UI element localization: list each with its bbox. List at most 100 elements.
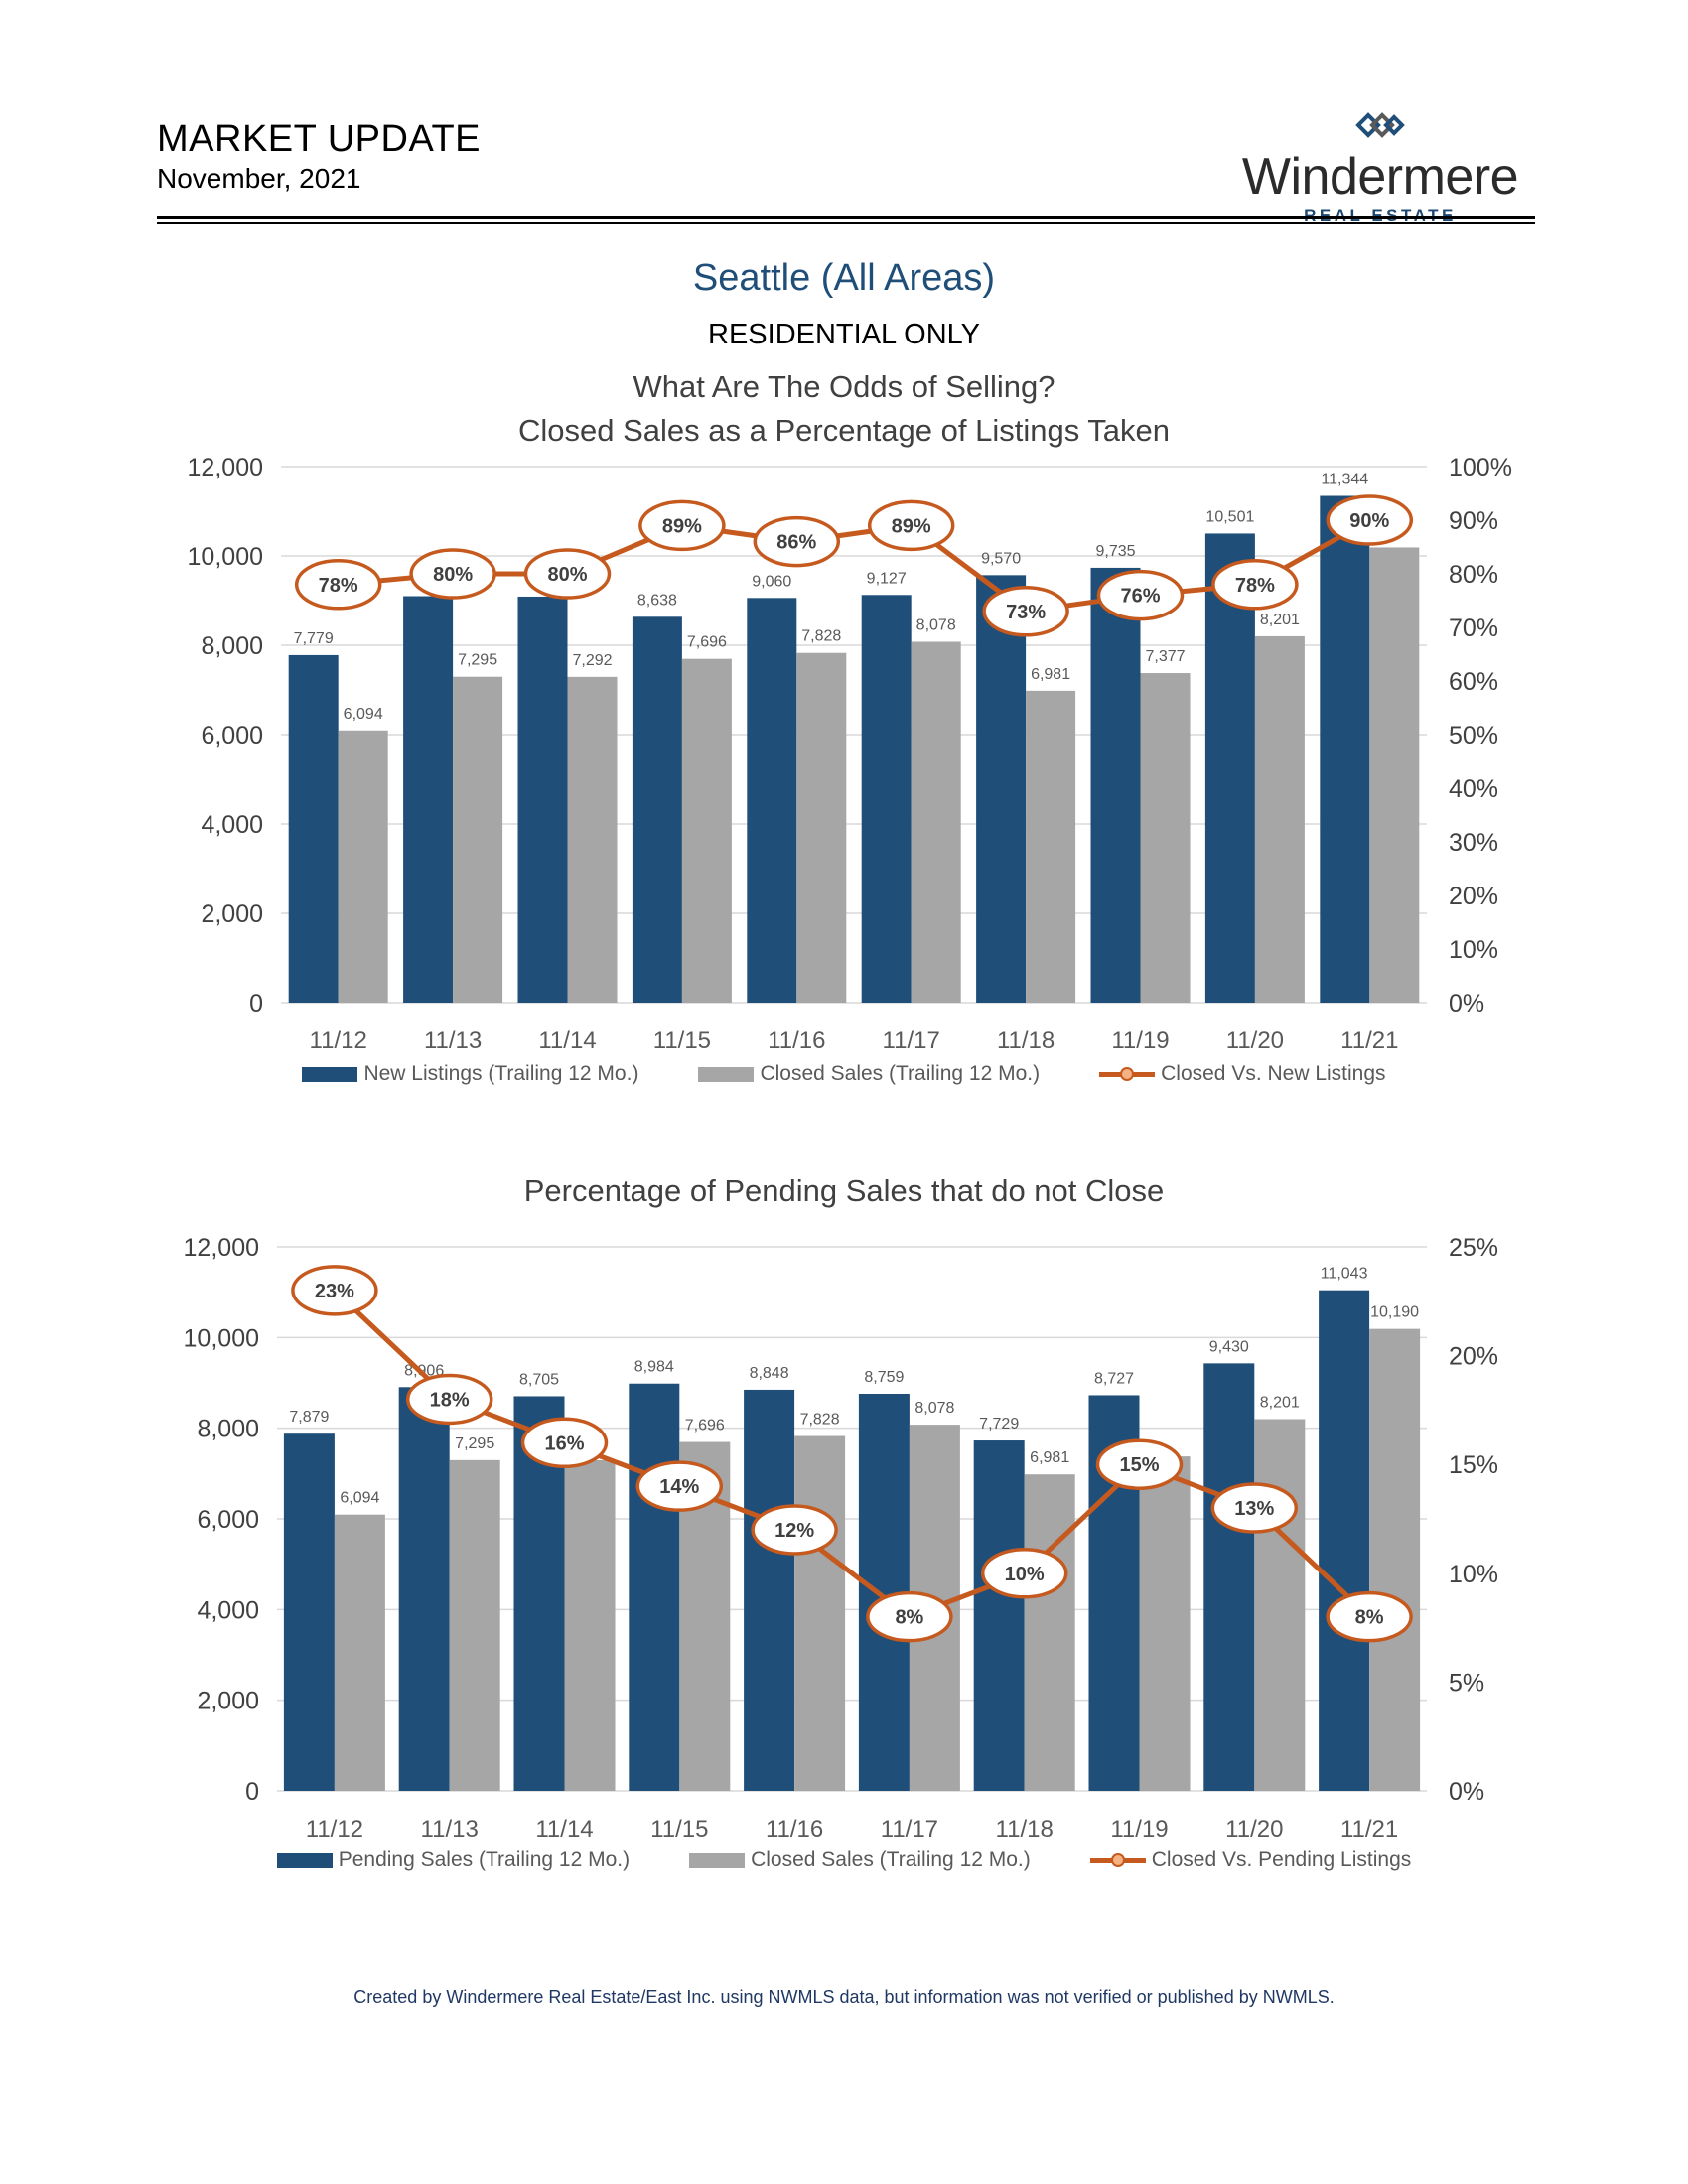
c2-ratio-marker: [291, 1265, 378, 1316]
legend-label: Closed Vs. Pending Listings: [1151, 1848, 1412, 1871]
c2-x-tick: 11/13: [421, 1816, 479, 1843]
c2-data-label: 8,201: [1260, 1394, 1300, 1411]
c2-ratio-marker: [1326, 1590, 1413, 1643]
c2-data-label: 8,727: [1094, 1370, 1134, 1387]
chart1-legend-ratio: Closed Vs. New Listings: [1099, 1062, 1386, 1086]
c1-ratio-marker: [294, 559, 382, 611]
c1-data-label: 7,377: [1145, 648, 1185, 665]
c1-data-label: 6,981: [1031, 666, 1070, 683]
chart2-legend-ratio: Closed Vs. Pending Listings: [1089, 1848, 1412, 1872]
chart1-legend: New Listings (Trailing 12 Mo.) Closed Sa…: [0, 1062, 1688, 1086]
c1-y-right-tick: 10%: [1449, 936, 1498, 964]
legend-label: New Listings (Trailing 12 Mo.): [363, 1062, 639, 1085]
c2-y-right-tick: 5%: [1449, 1669, 1484, 1697]
c2-y-right-tick: 0%: [1449, 1778, 1484, 1806]
c1-ratio-label: 90%: [1349, 510, 1389, 532]
c2-y-left-tick: 0: [245, 1778, 259, 1806]
c1-y-left-tick: 0: [249, 990, 263, 1018]
c1-data-label: 7,828: [801, 628, 841, 645]
c2-x-tick: 11/16: [766, 1816, 823, 1843]
c2-data-label: 8,759: [864, 1369, 904, 1386]
c1-y-right-tick: 40%: [1449, 775, 1498, 803]
chart1-title-line2: Closed Sales as a Percentage of Listings…: [518, 413, 1170, 448]
c1-ratio-marker: [1326, 494, 1414, 546]
c2-data-label: 8,705: [519, 1371, 559, 1388]
chart1-title-line1: What Are The Odds of Selling?: [633, 369, 1055, 404]
area-title: Seattle (All Areas): [692, 257, 996, 299]
c1-bar-closed: [1369, 547, 1420, 1003]
c2-ratio-label: 8%: [895, 1607, 923, 1629]
c2-y-right-tick: 25%: [1449, 1234, 1498, 1262]
c1-x-tick: 11/18: [997, 1027, 1055, 1054]
c2-ratio-label: 13%: [1234, 1498, 1274, 1520]
c2-x-tick: 11/19: [1110, 1816, 1168, 1843]
c1-ratio-marker: [1211, 559, 1299, 611]
c2-bar-pending: [283, 1433, 335, 1791]
c1-bar-closed: [1026, 690, 1076, 1003]
c1-ratio-label: 78%: [319, 575, 358, 597]
c1-y-right-tick: 60%: [1449, 668, 1498, 696]
c1-data-label: 11,344: [1321, 472, 1368, 488]
c2-y-right-tick: 15%: [1449, 1451, 1498, 1479]
c2-bar-pending: [744, 1389, 795, 1791]
c2-y-left-tick: 6,000: [197, 1506, 259, 1534]
c2-ratio-marker: [866, 1590, 953, 1643]
c2-ratio-label: 14%: [659, 1476, 699, 1498]
c1-data-label: 7,292: [572, 652, 612, 669]
c1-bar-new: [403, 596, 454, 1003]
c1-bar-closed: [911, 641, 961, 1003]
c1-data-label: 7,779: [294, 630, 334, 647]
legend-swatch: [698, 1066, 755, 1082]
c2-bar-closed: [1369, 1328, 1421, 1791]
c2-ratio-label: 16%: [544, 1433, 584, 1454]
report-date: November, 2021: [157, 163, 361, 194]
c1-y-left-tick: 6,000: [201, 722, 263, 750]
c2-data-label: 10,190: [1370, 1304, 1419, 1321]
legend-label: Closed Sales (Trailing 12 Mo.): [760, 1062, 1041, 1085]
c1-y-right-tick: 70%: [1449, 614, 1498, 642]
residential-subtitle: RESIDENTIAL ONLY: [708, 319, 980, 350]
c1-y-left-tick: 2,000: [201, 900, 263, 928]
c2-ratio-label: 23%: [315, 1281, 354, 1302]
c2-ratio-label: 8%: [1355, 1607, 1384, 1629]
c1-data-label: 10,501: [1205, 508, 1254, 525]
c2-x-tick: 11/14: [535, 1816, 593, 1843]
c2-bar-pending: [1203, 1363, 1255, 1791]
c2-data-label: 7,879: [289, 1409, 329, 1426]
header-rule-thin: [157, 222, 1535, 224]
c1-x-tick: 11/17: [883, 1027, 940, 1054]
c1-bar-closed: [1140, 673, 1191, 1003]
c2-y-left-tick: 8,000: [197, 1416, 259, 1443]
c2-bar-pending: [1319, 1290, 1370, 1791]
c1-x-tick: 11/21: [1340, 1027, 1398, 1054]
c1-bar-closed: [681, 658, 732, 1003]
c2-y-right-tick: 10%: [1449, 1561, 1498, 1588]
c1-x-tick: 11/13: [424, 1027, 482, 1054]
c2-bar-closed: [1024, 1474, 1075, 1791]
c1-x-tick: 11/15: [653, 1027, 711, 1054]
c1-y-right-tick: 30%: [1449, 829, 1498, 857]
legend-label: Pending Sales (Trailing 12 Mo.): [338, 1848, 631, 1871]
c1-bar-closed: [453, 676, 503, 1003]
c1-data-label: 7,295: [458, 652, 497, 669]
c2-x-tick: 11/17: [881, 1816, 938, 1843]
c2-bar-closed: [334, 1514, 385, 1791]
c1-y-right-tick: 20%: [1449, 883, 1498, 910]
c1-bar-new: [517, 596, 568, 1003]
c2-bar-closed: [1254, 1419, 1306, 1791]
c1-y-left-tick: 12,000: [188, 454, 263, 481]
c1-x-tick: 11/16: [768, 1027, 825, 1054]
header-rule-thick: [157, 216, 1535, 219]
c1-y-right-tick: 0%: [1449, 990, 1484, 1018]
c1-bar-new: [1090, 567, 1141, 1003]
c1-ratio-marker: [753, 515, 841, 568]
c1-data-label: 9,060: [752, 573, 791, 590]
c1-ratio-marker: [982, 586, 1069, 637]
c2-data-label: 8,984: [634, 1359, 674, 1376]
c2-ratio-marker: [520, 1417, 609, 1469]
c2-y-left-tick: 10,000: [184, 1324, 259, 1352]
c2-x-tick: 11/15: [650, 1816, 708, 1843]
c1-ratio-line: [338, 517, 1371, 614]
windermere-diamond-logo-icon: [1355, 112, 1405, 138]
c1-ratio-label: 78%: [1235, 575, 1275, 597]
